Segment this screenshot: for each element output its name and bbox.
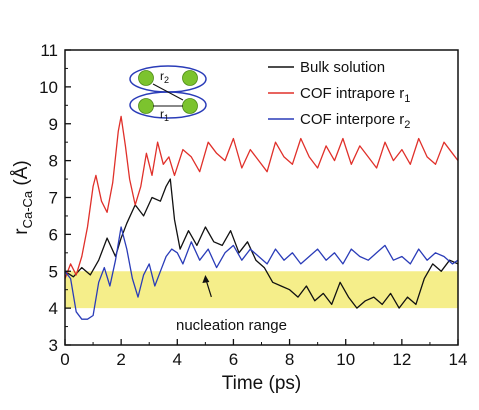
- inset-atom-bottom-right: [182, 98, 198, 114]
- annotation-label: nucleation range: [176, 317, 287, 334]
- inset-atom-top-right: [182, 70, 198, 86]
- inset-r2-line: [152, 83, 184, 101]
- nucleation-annotation: nucleation range: [176, 274, 287, 334]
- legend-label-2: COF intrapore r1: [300, 85, 410, 105]
- y-axis-title-sub: Ca-Ca: [20, 190, 35, 228]
- y-axis-title: rCa-Ca (Å): [11, 160, 35, 235]
- inset-label-top: r2: [160, 69, 169, 85]
- y-axis-title-base: r: [11, 228, 32, 235]
- inset-label-top-base: r: [160, 69, 164, 83]
- x-tick-label: 12: [392, 350, 411, 369]
- series-layer: [64, 115, 459, 320]
- inset-label-bottom-base: r: [160, 107, 164, 121]
- series-line-2: [64, 115, 459, 279]
- series-line-3: [64, 226, 459, 320]
- nucleation-band-layer: [65, 271, 458, 309]
- annotation-arrowhead: [202, 274, 210, 283]
- y-tick-label: 9: [49, 115, 58, 134]
- inset-label-bottom-sub: 1: [164, 113, 169, 123]
- annotation-arrow: [205, 280, 212, 298]
- x-tick-label: 2: [116, 350, 125, 369]
- y-axis-title-unit: (Å): [11, 160, 32, 191]
- y-tick-label: 4: [49, 299, 58, 318]
- nucleation-band: [65, 271, 458, 309]
- legend: Bulk solution COF intrapore r1 COF interpo…: [268, 59, 410, 131]
- inset-diagram: r2 r1: [129, 65, 207, 123]
- inset-atom-top-left: [138, 70, 154, 86]
- inset-label-top-sub: 2: [164, 75, 169, 85]
- y-tick-label: 7: [49, 189, 58, 208]
- y-tick-label: 10: [39, 78, 58, 97]
- legend-label-3: COF interpore r2: [300, 111, 410, 131]
- x-tick-label: 4: [173, 350, 182, 369]
- inset-label-bottom: r1: [160, 107, 169, 123]
- x-tick-label: 0: [60, 350, 69, 369]
- x-tick-label: 14: [449, 350, 468, 369]
- inset-atom-bottom-left: [138, 98, 154, 114]
- y-tick-label: 8: [49, 152, 58, 171]
- y-tick-label: 6: [49, 225, 58, 244]
- x-tick-label: 6: [229, 350, 238, 369]
- x-tick-label: 8: [285, 350, 294, 369]
- y-tick-label: 3: [49, 336, 58, 355]
- x-tick-label: 10: [336, 350, 355, 369]
- y-tick-label: 11: [40, 41, 58, 60]
- x-axis-title: Time (ps): [222, 373, 302, 394]
- y-tick-label: 5: [49, 262, 58, 281]
- legend-label-1: Bulk solution: [300, 59, 385, 76]
